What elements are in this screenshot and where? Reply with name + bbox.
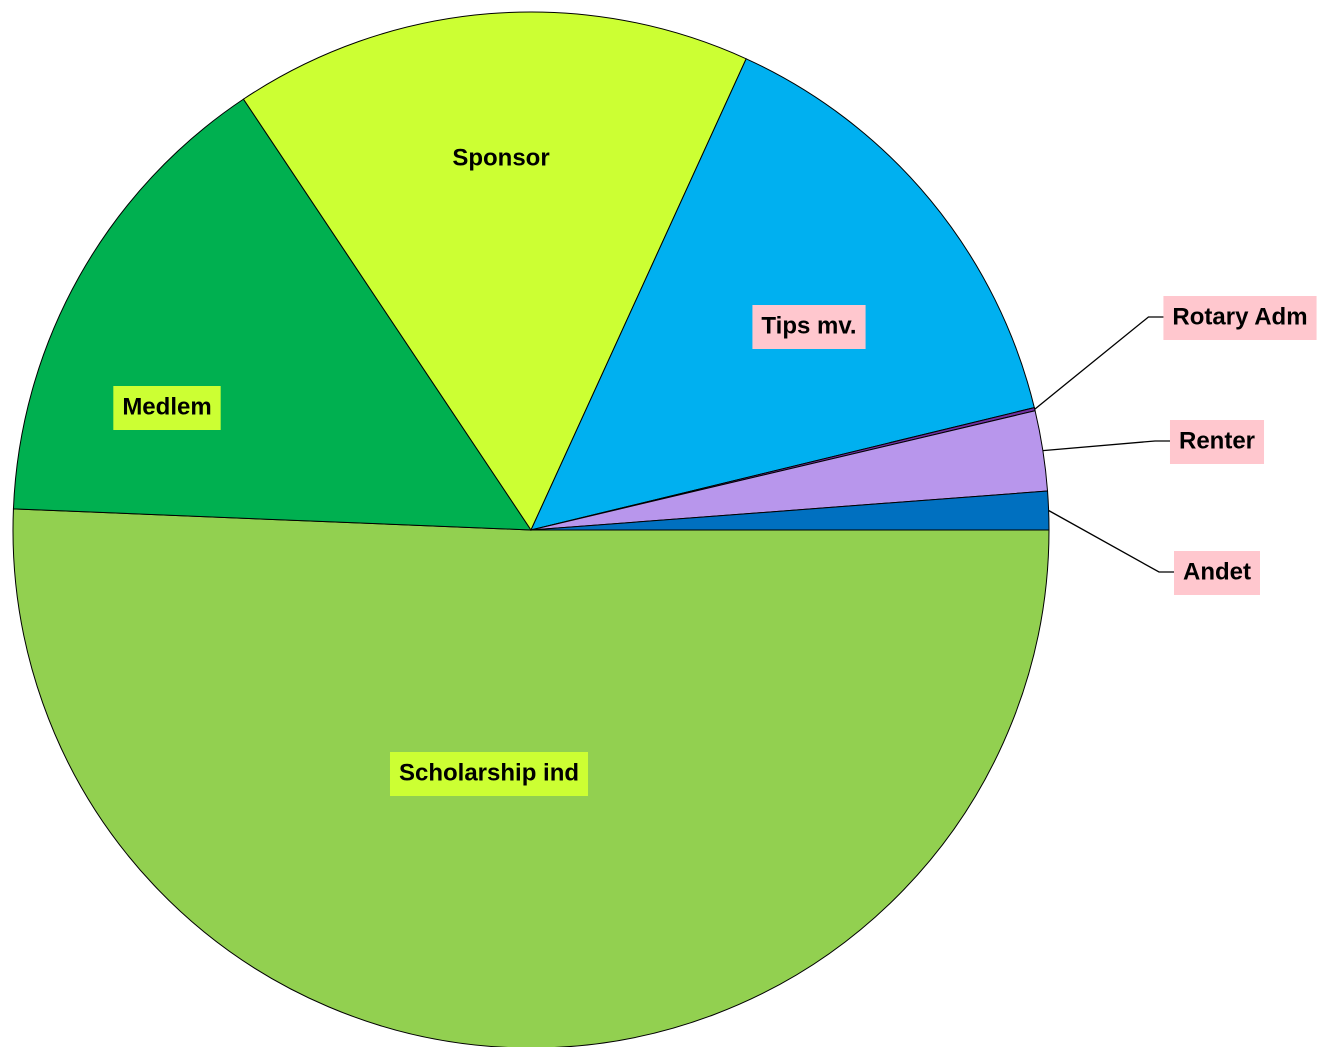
label-box xyxy=(1169,420,1265,464)
label-box xyxy=(113,386,221,430)
slice-label: Rotary Adm xyxy=(1163,296,1317,340)
slice-label-text: Scholarship ind xyxy=(399,759,579,786)
label-box xyxy=(389,752,589,796)
slice-label-text: Sponsor xyxy=(452,144,549,171)
leader-line xyxy=(1034,316,1164,410)
slice-label-text: Renter xyxy=(1179,427,1255,454)
slice-label-text: Tips mv. xyxy=(761,312,856,339)
slice-label: Medlem xyxy=(113,386,221,430)
leader-line xyxy=(1042,440,1170,452)
slice-label-text: Andet xyxy=(1183,558,1251,585)
slice-label-text: Medlem xyxy=(122,393,211,420)
pie-slice xyxy=(530,490,1050,531)
label-box xyxy=(1163,296,1317,340)
label-box xyxy=(752,305,866,349)
slice-label: Renter xyxy=(1169,420,1265,464)
slice-label: Scholarship ind xyxy=(389,752,589,796)
leader-line xyxy=(1048,509,1174,573)
pie-slice xyxy=(242,11,747,532)
slice-label: Tips mv. xyxy=(752,305,866,349)
pie-slice xyxy=(530,58,1035,531)
slice-label-text: Rotary Adm xyxy=(1172,303,1307,330)
slice-label: Andet xyxy=(1174,551,1260,595)
slice-label: Sponsor xyxy=(452,144,549,171)
label-box xyxy=(1174,551,1260,595)
